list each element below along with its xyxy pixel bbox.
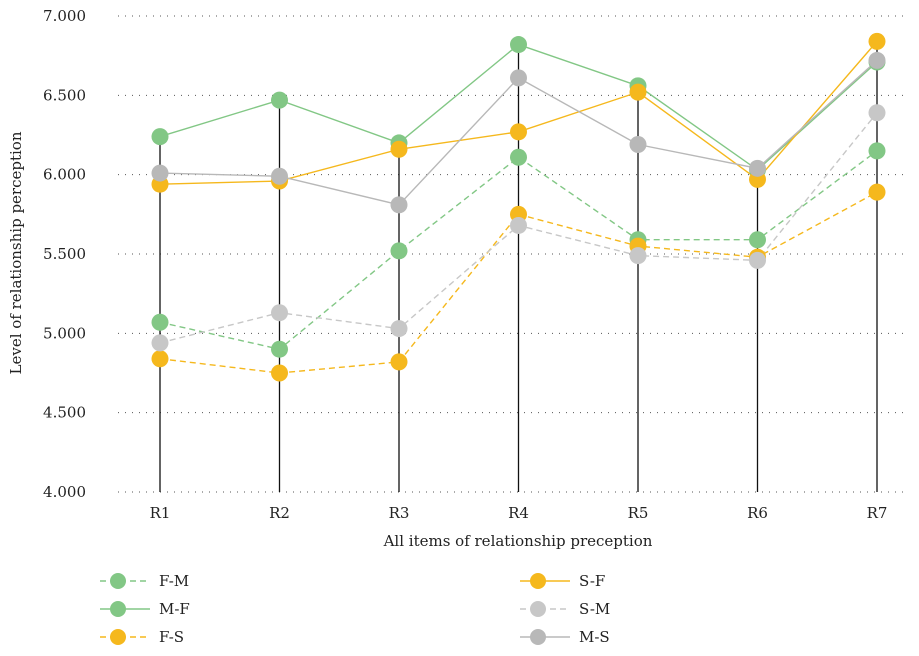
data-point-f-s xyxy=(868,183,886,201)
data-point-s-f xyxy=(629,83,647,101)
data-point-m-s xyxy=(510,69,527,87)
data-point-m-s xyxy=(629,136,647,154)
legend-item-s-f: S-F xyxy=(520,572,605,590)
x-tick-label: R5 xyxy=(628,504,649,522)
legend-item-m-f: M-F xyxy=(100,600,190,618)
data-point-f-m xyxy=(390,242,408,260)
legend-label: F-M xyxy=(159,572,189,590)
legend-label: F-S xyxy=(159,628,184,646)
legend-swatch-marker xyxy=(530,629,546,645)
series-markers xyxy=(151,32,886,382)
drop-lines xyxy=(159,41,878,492)
data-point-m-s xyxy=(868,51,886,69)
data-point-s-m xyxy=(271,304,288,322)
legend-swatch-marker xyxy=(530,601,546,617)
data-point-s-m xyxy=(390,320,408,338)
x-tick-label: R7 xyxy=(867,504,888,522)
legend-swatch-marker xyxy=(530,573,546,589)
x-tick-label: R2 xyxy=(269,504,290,522)
data-point-s-f xyxy=(510,123,527,141)
legend-swatch-marker xyxy=(110,601,126,617)
data-point-s-m xyxy=(629,247,647,265)
x-axis-ticks: R1 R2 R3 R4 R5 R6 R7 xyxy=(150,504,888,522)
legend-item-s-m: S-M xyxy=(520,600,610,618)
data-point-f-s xyxy=(390,353,408,371)
data-point-s-m xyxy=(749,251,766,269)
x-tick-label: R3 xyxy=(389,504,410,522)
legend-swatch-marker xyxy=(110,629,126,645)
data-point-f-m xyxy=(868,142,886,160)
x-axis-title: All items of relationship preception xyxy=(383,532,653,550)
legend-swatch-marker xyxy=(110,573,126,589)
data-point-s-m xyxy=(868,104,886,122)
data-point-m-s xyxy=(151,164,169,182)
gridlines xyxy=(118,15,908,493)
legend-item-f-m: F-M xyxy=(100,572,189,590)
legend-item-m-s: M-S xyxy=(520,628,610,646)
data-point-m-s xyxy=(390,196,408,214)
data-point-f-m xyxy=(749,231,766,249)
data-point-m-s xyxy=(749,159,766,177)
data-point-f-m xyxy=(271,340,288,358)
x-tick-label: R1 xyxy=(150,504,171,522)
data-point-m-f xyxy=(510,36,527,54)
legend: F-M M-F F-S S-F S-M M-S xyxy=(100,572,610,646)
y-tick-label: 4.000 xyxy=(43,483,86,501)
legend-label: S-F xyxy=(579,572,605,590)
legend-label: M-S xyxy=(579,628,610,646)
y-tick-label: 4.500 xyxy=(43,404,86,422)
data-point-m-s xyxy=(271,167,288,185)
legend-label: S-M xyxy=(579,600,610,618)
y-axis-title: Level of relationship perception xyxy=(7,131,25,374)
data-point-s-f xyxy=(390,140,408,158)
data-point-s-f xyxy=(868,32,886,50)
legend-label: M-F xyxy=(159,600,190,618)
data-point-m-f xyxy=(151,128,169,146)
data-point-f-s xyxy=(271,364,288,382)
y-tick-label: 6.000 xyxy=(43,166,86,184)
data-point-s-m xyxy=(151,334,169,352)
legend-item-f-s: F-S xyxy=(100,628,184,646)
data-point-f-s xyxy=(151,350,169,368)
y-axis-ticks: 4.000 4.500 5.000 5.500 6.000 6.500 7.000 xyxy=(43,7,86,501)
data-point-f-m xyxy=(151,313,169,331)
x-tick-label: R4 xyxy=(508,504,529,522)
data-point-f-m xyxy=(510,148,527,166)
y-tick-label: 5.500 xyxy=(43,245,86,263)
y-tick-label: 7.000 xyxy=(43,7,86,25)
x-tick-label: R6 xyxy=(747,504,768,522)
y-tick-label: 6.500 xyxy=(43,86,86,104)
data-point-s-m xyxy=(510,216,527,234)
data-point-m-f xyxy=(271,91,288,109)
y-tick-label: 5.000 xyxy=(43,324,86,342)
